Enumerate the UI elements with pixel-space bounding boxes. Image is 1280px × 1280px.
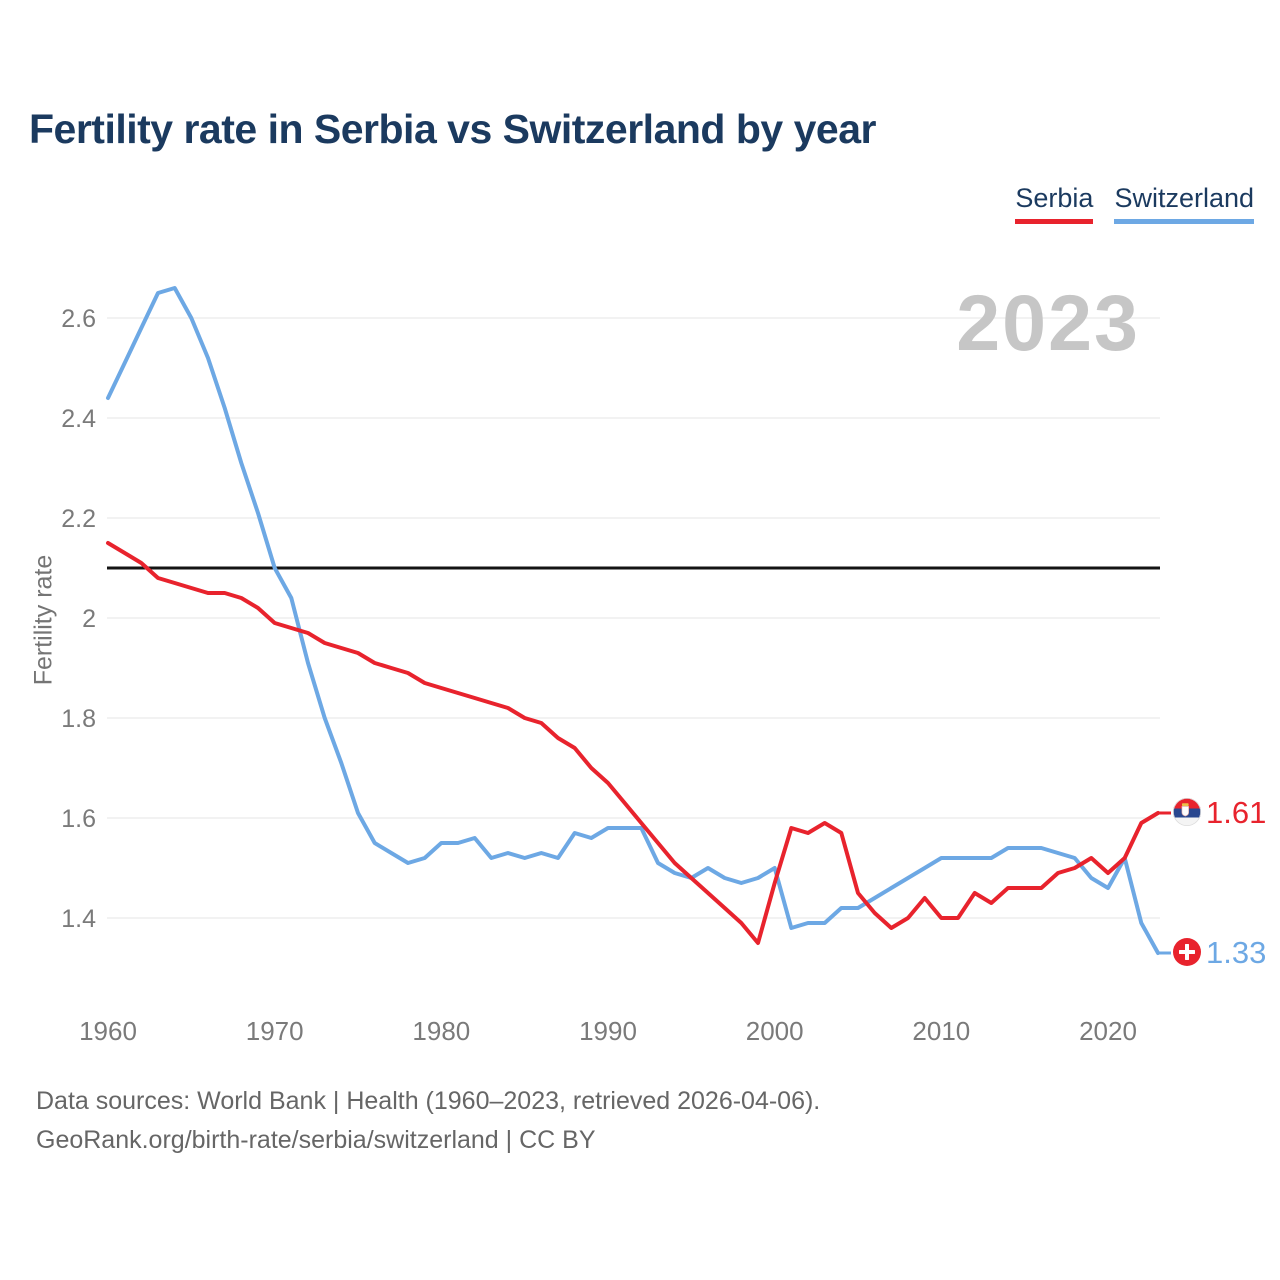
x-tick-2010: 2010: [912, 1016, 970, 1046]
y-tick-2.2: 2.2: [61, 505, 96, 533]
y-tick-2.6: 2.6: [61, 305, 96, 333]
x-tick-1990: 1990: [579, 1016, 637, 1046]
y-tick-1.6: 1.6: [61, 805, 96, 833]
attribution-line: GeoRank.org/birth-rate/serbia/switzerlan…: [36, 1126, 596, 1154]
y-tick-1.4: 1.4: [61, 905, 96, 933]
x-tick-1970: 1970: [246, 1016, 304, 1046]
page-title: Fertility rate in Serbia vs Switzerland …: [29, 106, 876, 152]
x-tick-2000: 2000: [746, 1016, 804, 1046]
source-line: Data sources: World Bank | Health (1960–…: [36, 1087, 821, 1115]
serbia-end-value: 1.61: [1206, 795, 1267, 830]
x-tick-2020: 2020: [1079, 1016, 1137, 1046]
y-tick-2.4: 2.4: [61, 405, 96, 433]
x-tick-1980: 1980: [412, 1016, 470, 1046]
y-tick-1.8: 1.8: [61, 705, 96, 733]
switzerland-end-value: 1.33: [1206, 935, 1267, 970]
series-line-switzerland[interactable]: [106, 286, 1160, 955]
legend-item-switzerland[interactable]: Switzerland: [1114, 183, 1254, 224]
legend-item-serbia[interactable]: Serbia: [1015, 183, 1094, 224]
legend: Serbia Switzerland: [1015, 183, 1254, 224]
y-tick-2: 2: [82, 605, 96, 633]
switzerland-flag-icon: [1173, 938, 1201, 966]
data-source-note: Data sources: World Bank | Health (1960–…: [36, 1082, 820, 1160]
series-line-serbia[interactable]: [106, 541, 1160, 945]
x-tick-1960: 1960: [79, 1016, 137, 1046]
serbia-flag-icon: [1172, 797, 1202, 827]
